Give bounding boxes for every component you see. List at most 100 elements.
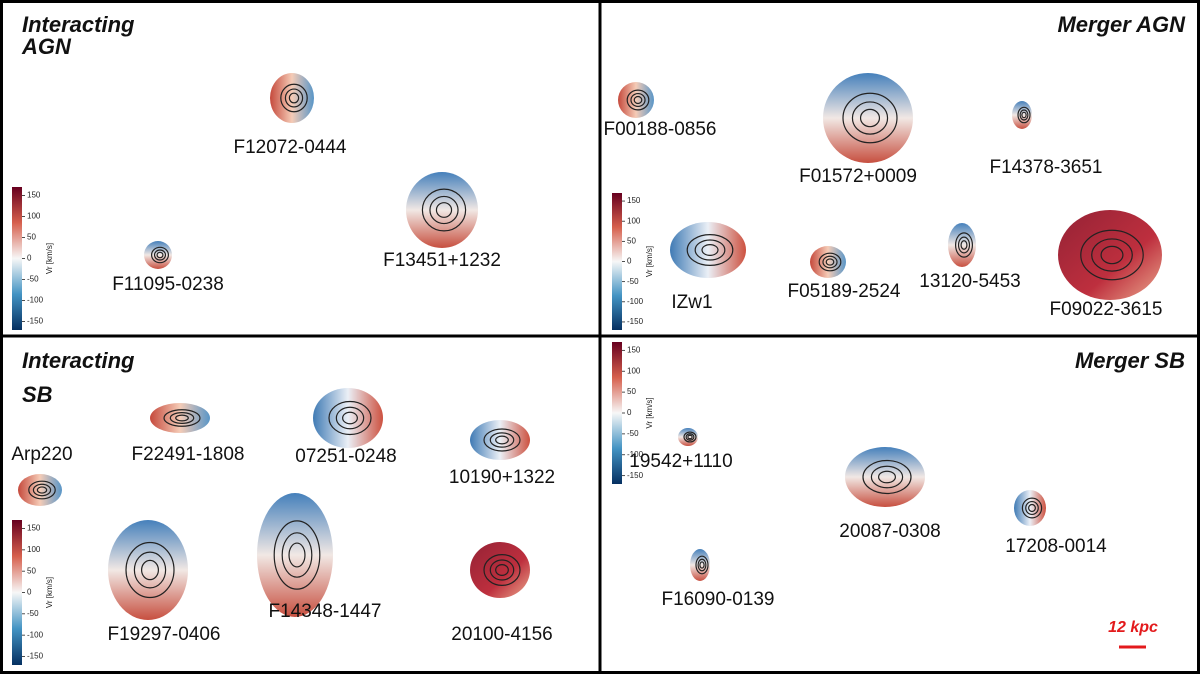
contour bbox=[495, 564, 509, 576]
colorbar-tick-label: -100 bbox=[627, 297, 644, 306]
contour bbox=[280, 83, 308, 113]
colorbar-tick-label: 100 bbox=[27, 545, 41, 554]
contour bbox=[342, 411, 358, 425]
colorbar bbox=[612, 193, 622, 330]
colorbar-tick-label: 0 bbox=[27, 588, 32, 597]
contour bbox=[273, 520, 321, 590]
contour bbox=[175, 414, 189, 422]
colorbar-tick-label: 150 bbox=[27, 524, 41, 533]
contour bbox=[125, 541, 175, 599]
contour bbox=[859, 108, 881, 128]
contour bbox=[877, 470, 896, 484]
velocity-map bbox=[257, 493, 333, 617]
colorbar-tick-label: 100 bbox=[627, 216, 641, 225]
contour bbox=[686, 234, 734, 267]
contour bbox=[1100, 245, 1124, 265]
contour bbox=[495, 435, 509, 445]
contour bbox=[697, 558, 707, 572]
contour bbox=[960, 240, 968, 250]
galaxy-label: 20087-0308 bbox=[839, 521, 940, 542]
galaxy-label: F16090-0139 bbox=[661, 589, 774, 610]
contour bbox=[163, 409, 201, 427]
contour bbox=[633, 95, 643, 105]
contour bbox=[870, 465, 904, 489]
contour bbox=[862, 459, 912, 495]
colorbar bbox=[12, 187, 22, 330]
colorbar-tick-label: 100 bbox=[27, 212, 41, 221]
galaxy-label: F22491-1808 bbox=[131, 444, 244, 465]
contour bbox=[687, 434, 693, 440]
colorbar-tick-label: 50 bbox=[627, 236, 636, 245]
contour bbox=[151, 246, 170, 264]
contour bbox=[32, 483, 52, 497]
contour bbox=[822, 255, 838, 269]
colorbar-tick-label: 50 bbox=[27, 233, 36, 242]
contour bbox=[1017, 106, 1031, 124]
velocity-map bbox=[1058, 210, 1162, 300]
velocity-map bbox=[823, 73, 913, 163]
colorbar-tick-label: 0 bbox=[627, 257, 632, 266]
velocity-map bbox=[810, 246, 846, 278]
velocity-map bbox=[470, 420, 530, 460]
velocity-map bbox=[670, 222, 746, 278]
contour bbox=[1028, 503, 1036, 513]
galaxy-label: F12072-0444 bbox=[233, 137, 346, 158]
contour bbox=[694, 239, 726, 261]
galaxy-label: F14348-1447 bbox=[268, 601, 381, 622]
colorbar-tick-label: 150 bbox=[627, 196, 641, 205]
colorbar-tick-label: -150 bbox=[627, 317, 644, 326]
colorbar-tick-label: -50 bbox=[27, 609, 39, 618]
galaxy-label: Arp220 bbox=[11, 444, 72, 465]
galaxy-label: F05189-2524 bbox=[787, 281, 900, 302]
contour bbox=[284, 88, 304, 108]
velocity-map bbox=[845, 447, 925, 507]
galaxy-label: F19297-0406 bbox=[107, 624, 220, 645]
velocity-map bbox=[108, 520, 188, 620]
contour bbox=[683, 431, 697, 443]
velocity-map bbox=[1014, 490, 1046, 526]
colorbar-tick-label: -50 bbox=[627, 277, 639, 286]
contour bbox=[851, 101, 889, 135]
colorbar-tick-label: 150 bbox=[627, 345, 641, 354]
contour bbox=[435, 202, 453, 218]
colorbar-tick-label: -50 bbox=[27, 275, 39, 284]
contour bbox=[626, 89, 650, 111]
colorbar-tick-label: -100 bbox=[27, 630, 44, 639]
contour bbox=[489, 559, 515, 581]
galaxy-label: 19542+1110 bbox=[629, 451, 732, 472]
contour bbox=[1025, 500, 1039, 516]
panel-title: Merger SB bbox=[1075, 348, 1185, 373]
contour bbox=[818, 252, 842, 272]
contour bbox=[335, 406, 365, 430]
galaxy-label: IZw1 bbox=[671, 292, 712, 313]
contour bbox=[695, 555, 709, 575]
contour bbox=[1021, 497, 1043, 519]
galaxy-label: 07251-0248 bbox=[295, 446, 396, 467]
colorbar-label: Vr [km/s] bbox=[645, 246, 654, 277]
galaxy-label: F14378-3651 bbox=[989, 157, 1102, 178]
galaxy-label: 20100-4156 bbox=[451, 624, 552, 645]
contour bbox=[156, 251, 164, 259]
colorbar bbox=[12, 520, 22, 665]
contour bbox=[842, 92, 898, 144]
panel-title: Merger AGN bbox=[1057, 12, 1186, 37]
contour bbox=[1091, 238, 1133, 272]
colorbar-label: Vr [km/s] bbox=[645, 397, 654, 428]
colorbar-label: Vr [km/s] bbox=[45, 577, 54, 608]
colorbar-tick-label: 50 bbox=[27, 566, 36, 575]
contour bbox=[1080, 229, 1144, 281]
contour bbox=[153, 249, 167, 261]
velocity-map bbox=[406, 172, 478, 248]
contour bbox=[429, 195, 459, 225]
colorbar-tick-label: -150 bbox=[27, 317, 44, 326]
contour bbox=[957, 236, 971, 254]
galaxy-label: 10190+1322 bbox=[449, 467, 555, 488]
colorbar-tick-label: -150 bbox=[627, 471, 644, 480]
velocity-map bbox=[150, 403, 210, 433]
scale-bar-label: 12 kpc bbox=[1108, 619, 1158, 636]
contour bbox=[1019, 109, 1029, 121]
velocity-map bbox=[313, 388, 383, 448]
colorbar-label: Vr [km/s] bbox=[45, 243, 54, 274]
galaxy-label: F11095-0238 bbox=[112, 274, 224, 295]
